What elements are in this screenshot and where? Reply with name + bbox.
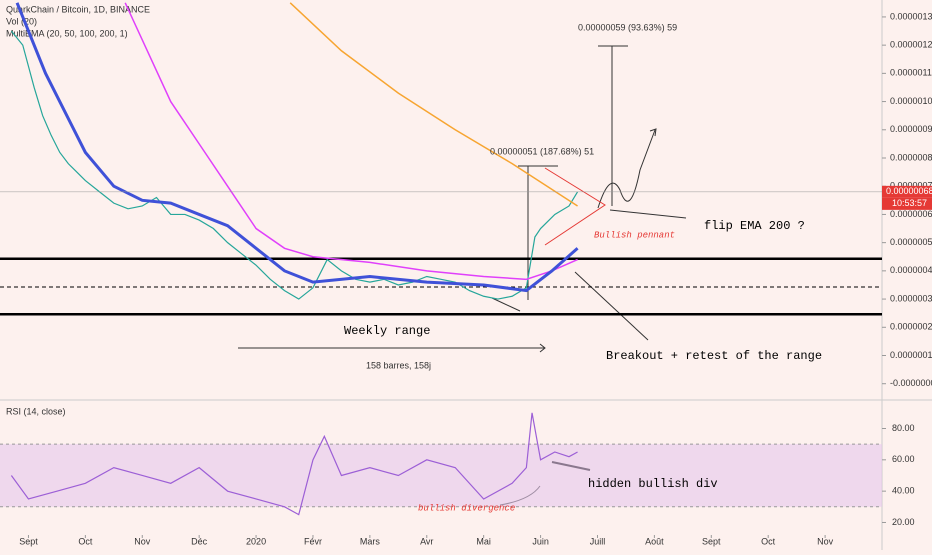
annotation: 0.00000051 (187.68%) 51 bbox=[490, 146, 594, 156]
indicator-label: MultiEMA (20, 50, 100, 200, 1) bbox=[6, 28, 128, 38]
volume-label: Vol (20) bbox=[6, 16, 37, 26]
countdown-tag bbox=[882, 197, 932, 210]
annotation: Bullish pennant bbox=[594, 230, 675, 240]
price-label: 0.00000068 bbox=[886, 186, 932, 196]
annotation: bullish divergence bbox=[418, 503, 515, 513]
x-tick-label: Oct bbox=[78, 536, 93, 546]
x-tick-label: Avr bbox=[420, 536, 433, 546]
pennant-lines bbox=[544, 167, 606, 246]
x-tick-label: Juill bbox=[590, 536, 606, 546]
pointer bbox=[574, 271, 649, 341]
annotation: Breakout + retest of the range bbox=[606, 349, 822, 363]
series-line bbox=[10, 412, 578, 516]
projection bbox=[597, 129, 656, 209]
x-tick-label: Sept bbox=[702, 536, 721, 546]
rsi-tick-label: 40.00 bbox=[892, 486, 915, 496]
series-line bbox=[15, 2, 579, 293]
annotation: hidden bullish div bbox=[588, 477, 718, 491]
countdown: 10:53:57 bbox=[892, 198, 927, 208]
x-tick-label: Juin bbox=[532, 536, 549, 546]
x-tick-label: Sept bbox=[19, 536, 38, 546]
annotation: flip EMA 200 ? bbox=[704, 219, 805, 233]
rsi-title: RSI (14, close) bbox=[6, 406, 66, 416]
x-tick-label: Févr bbox=[304, 536, 322, 546]
x-tick-label: Oct bbox=[761, 536, 776, 546]
x-tick-label: Nov bbox=[134, 536, 151, 546]
rsi-tick-label: 80.00 bbox=[892, 423, 915, 433]
rsi-tick-label: 20.00 bbox=[892, 517, 915, 527]
rsi-tick-label: 60.00 bbox=[892, 454, 915, 464]
x-tick-label: 2020 bbox=[246, 536, 266, 546]
x-tick-label: Déc bbox=[191, 536, 208, 546]
chart-title: QuarkChain / Bitcoin, 1D, BINANCE bbox=[6, 4, 150, 14]
annotation: 158 barres, 158j bbox=[366, 360, 431, 370]
annotation: Weekly range bbox=[344, 324, 430, 338]
arrowhead bbox=[539, 343, 546, 353]
x-tick-label: Mars bbox=[360, 536, 380, 546]
x-tick-label: Août bbox=[645, 536, 664, 546]
series-line bbox=[124, 2, 578, 281]
rsi-band bbox=[0, 444, 882, 507]
annotation: 0.00000059 (93.63%) 59 bbox=[578, 22, 677, 32]
arrowhead bbox=[649, 128, 657, 137]
series-line bbox=[289, 2, 578, 207]
pointer bbox=[609, 209, 687, 219]
pennant bbox=[544, 167, 606, 246]
series-line bbox=[10, 30, 579, 300]
x-tick-label: Nov bbox=[817, 536, 834, 546]
x-tick-label: Mai bbox=[476, 536, 491, 546]
div-line bbox=[491, 297, 521, 312]
price-tag bbox=[882, 185, 932, 198]
y-tick-label: -0.00000000 bbox=[890, 378, 932, 388]
y-tick-label: 0.00000130 bbox=[890, 11, 932, 21]
